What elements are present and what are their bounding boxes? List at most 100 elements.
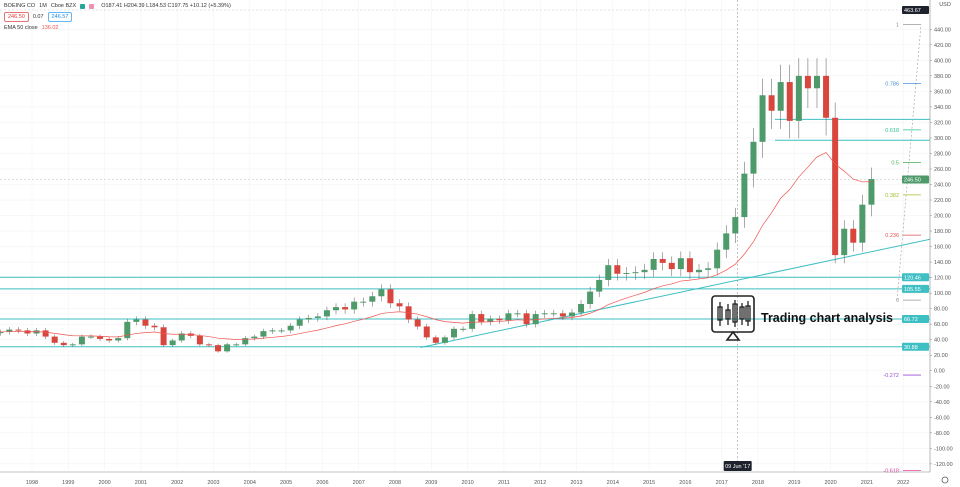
top-price-label-bg xyxy=(902,6,929,14)
y-tick-label: 60.00 xyxy=(934,322,948,328)
buy-button[interactable]: 246.57 xyxy=(47,12,73,22)
last-price-label: 246.50 xyxy=(904,177,921,183)
symbol-name[interactable]: BOEING CO xyxy=(4,3,36,9)
y-tick-label: 320.00 xyxy=(934,120,951,126)
candle xyxy=(632,272,639,274)
candle xyxy=(487,318,494,322)
candle xyxy=(269,330,276,332)
candle xyxy=(15,329,22,331)
x-tick-label: 2012 xyxy=(534,480,546,486)
candle xyxy=(804,75,811,89)
candle xyxy=(378,289,385,297)
candle xyxy=(723,233,730,250)
candle xyxy=(841,228,848,256)
x-tick-label: 2004 xyxy=(244,480,256,486)
y-tick-label: -20.00 xyxy=(934,384,950,390)
candle xyxy=(732,217,739,234)
candle xyxy=(60,342,67,346)
sell-button[interactable]: 246.50 xyxy=(4,12,29,22)
y-tick-label: 180.00 xyxy=(934,229,951,235)
candle xyxy=(87,336,94,338)
candle xyxy=(750,141,757,174)
candle xyxy=(505,313,512,321)
x-tick-label: 2020 xyxy=(824,480,836,486)
candle xyxy=(441,337,448,343)
candle xyxy=(414,319,421,327)
candle xyxy=(323,310,330,317)
spread: 0.07 xyxy=(32,14,44,20)
y-tick-label: 0.00 xyxy=(934,369,945,375)
candle xyxy=(668,262,675,270)
y-tick-label: -60.00 xyxy=(934,415,950,421)
candle xyxy=(296,319,303,326)
candle xyxy=(623,272,630,274)
candle xyxy=(587,291,594,305)
fib-level-label: -0.272 xyxy=(883,373,899,379)
candle xyxy=(178,333,185,341)
interval[interactable]: 1M xyxy=(39,3,47,9)
candle xyxy=(868,179,875,205)
level-price-label: 30.88 xyxy=(904,345,918,351)
level-price-label: 105.55 xyxy=(904,287,921,293)
candle xyxy=(696,269,703,273)
candle xyxy=(333,307,340,311)
candle xyxy=(559,313,566,317)
y-tick-label: 440.00 xyxy=(934,27,951,33)
x-tick-label: 2010 xyxy=(461,480,473,486)
candle xyxy=(450,328,457,338)
candle xyxy=(596,279,603,292)
candle xyxy=(768,95,775,111)
indicator-label[interactable]: EMA 50 close xyxy=(4,25,38,31)
candle xyxy=(205,344,212,346)
top-price-label: 463.67 xyxy=(904,8,921,14)
candle xyxy=(6,329,13,332)
y-tick-label: 80.00 xyxy=(934,307,948,313)
candle xyxy=(578,304,585,313)
candle xyxy=(550,313,557,315)
y-tick-label: 360.00 xyxy=(934,89,951,95)
level-price-label-bg xyxy=(902,273,929,282)
watermark: Trading chart analysis xyxy=(711,295,893,341)
x-tick-label: 2006 xyxy=(316,480,328,486)
candle xyxy=(342,307,349,310)
candle xyxy=(859,204,866,243)
y-tick-label: 20.00 xyxy=(934,353,948,359)
x-tick-label: 2001 xyxy=(135,480,147,486)
candle xyxy=(832,117,839,256)
y-tick-label: 240.00 xyxy=(934,183,951,189)
x-tick-label: 2003 xyxy=(207,480,219,486)
candle xyxy=(42,330,49,337)
exchange: Cboe BZX xyxy=(50,3,77,9)
fib-level-label: 0.5 xyxy=(891,160,899,166)
candle xyxy=(151,325,158,328)
x-tick-label: 2016 xyxy=(679,480,691,486)
candle xyxy=(705,268,712,270)
candle xyxy=(0,331,4,334)
candle xyxy=(396,303,403,307)
x-tick-label: 2021 xyxy=(861,480,873,486)
settings-gear-icon[interactable] xyxy=(941,476,949,484)
flag-icon[interactable] xyxy=(89,3,95,9)
x-tick-label: 2009 xyxy=(425,480,437,486)
y-tick-label: 140.00 xyxy=(934,260,951,266)
candle xyxy=(432,337,439,343)
candle xyxy=(423,326,430,338)
candle xyxy=(659,258,666,263)
level-price-label-bg xyxy=(902,284,929,293)
x-tick-label: 2015 xyxy=(643,480,655,486)
fib-level-label: 1 xyxy=(896,23,899,29)
candle xyxy=(314,316,321,318)
fib-level-label: 0 xyxy=(896,298,899,304)
candle xyxy=(260,331,267,337)
x-tick-label: 2013 xyxy=(570,480,582,486)
x-tick-label: 2007 xyxy=(353,480,365,486)
candle xyxy=(106,338,113,341)
candle xyxy=(759,95,766,142)
candle xyxy=(51,336,58,343)
y-tick-label: 40.00 xyxy=(934,338,948,344)
candle xyxy=(614,265,621,274)
candle xyxy=(124,321,131,339)
candle xyxy=(251,336,258,339)
fib-level-label: 0.236 xyxy=(885,233,899,239)
